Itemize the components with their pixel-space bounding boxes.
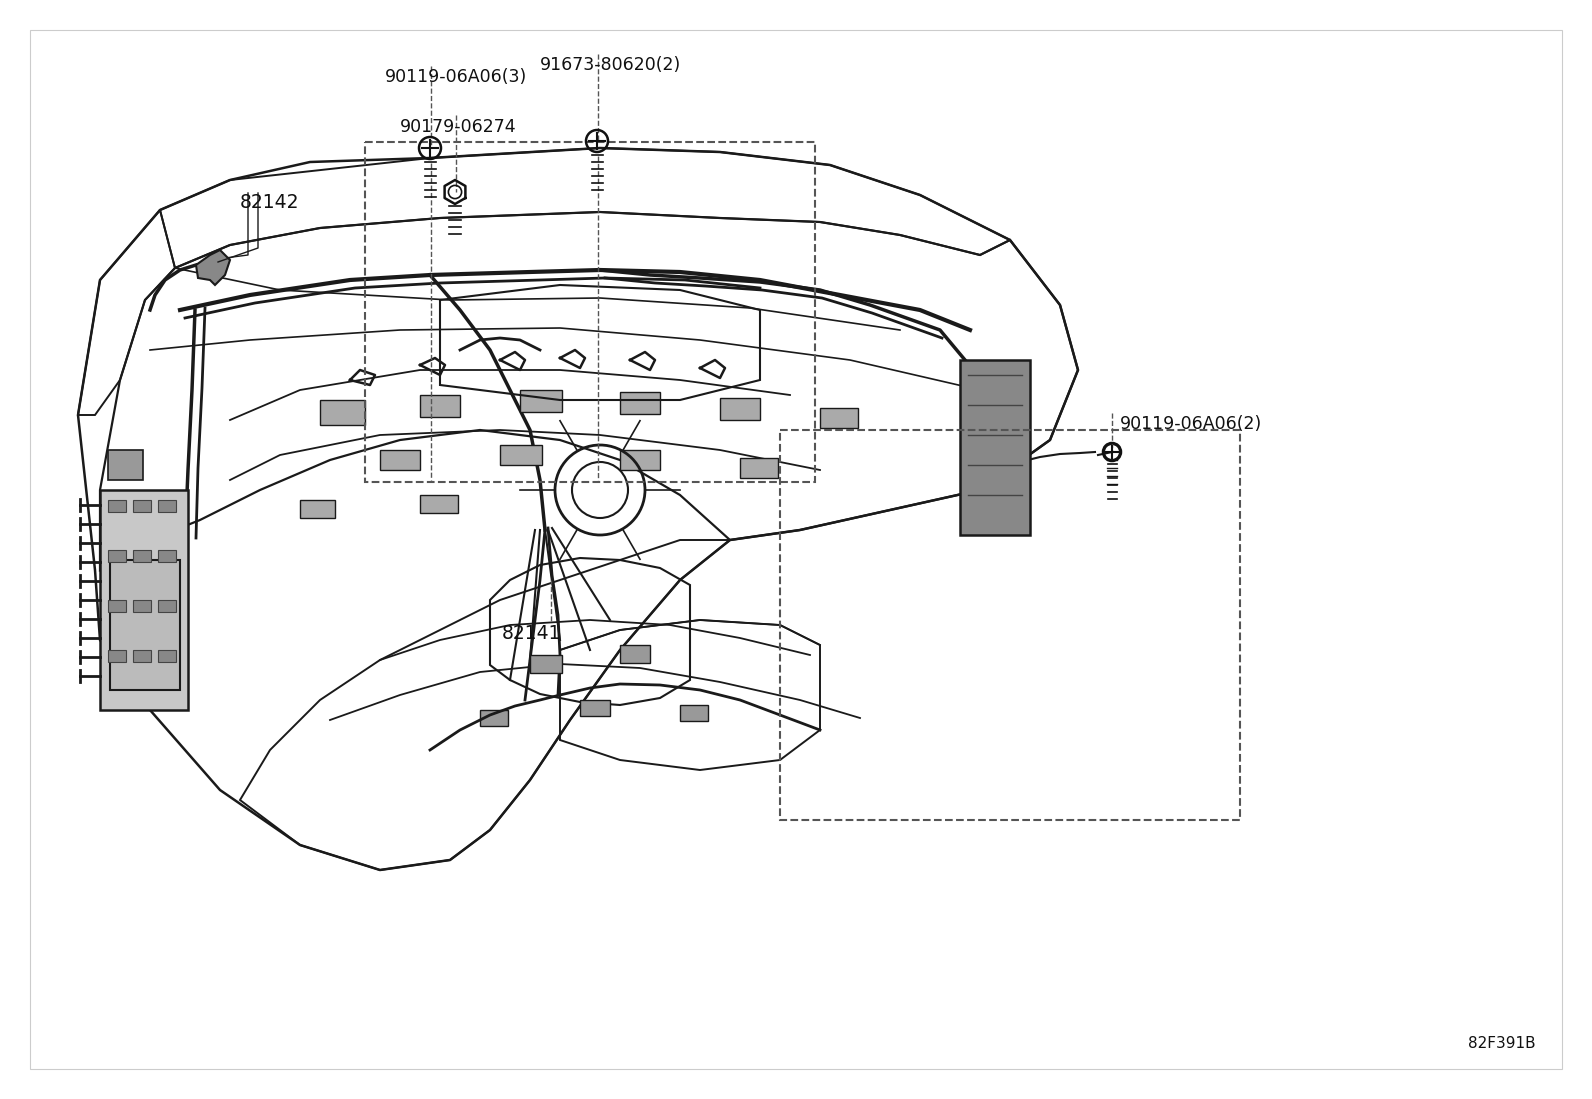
Bar [100,490,188,710]
Bar [320,400,365,425]
Bar [619,645,650,663]
Bar [619,449,661,470]
Bar [108,550,126,562]
Bar [680,704,708,721]
Text: 82142: 82142 [240,193,299,212]
Bar [365,142,815,482]
Bar [299,500,334,518]
Bar [134,650,151,662]
Bar [158,500,177,512]
Bar [108,600,126,612]
Bar [158,650,177,662]
Bar [134,500,151,512]
Bar [720,398,759,420]
Text: 90179-06274: 90179-06274 [400,118,517,136]
Text: 90119-06A06(2): 90119-06A06(2) [1121,415,1262,433]
Bar [158,600,177,612]
Text: 82F391B: 82F391B [1468,1036,1536,1051]
Bar [619,392,661,414]
Bar [420,495,458,513]
Bar [960,360,1030,535]
Text: 91673-80620(2): 91673-80620(2) [540,56,681,74]
Bar [780,430,1240,820]
Text: 82141: 82141 [501,624,562,643]
Bar [420,395,460,417]
Bar [110,560,180,690]
Bar [500,445,541,465]
Polygon shape [196,249,229,285]
Bar [108,449,143,480]
Bar [530,655,562,673]
Bar [108,650,126,662]
Bar [579,700,610,717]
Bar [740,458,778,478]
Bar [481,710,508,726]
Bar [380,449,420,470]
Bar [820,408,858,428]
Bar [108,500,126,512]
Text: 90119-06A06(3): 90119-06A06(3) [385,68,527,86]
Bar [134,600,151,612]
Bar [521,390,562,412]
Bar [134,550,151,562]
Bar [158,550,177,562]
